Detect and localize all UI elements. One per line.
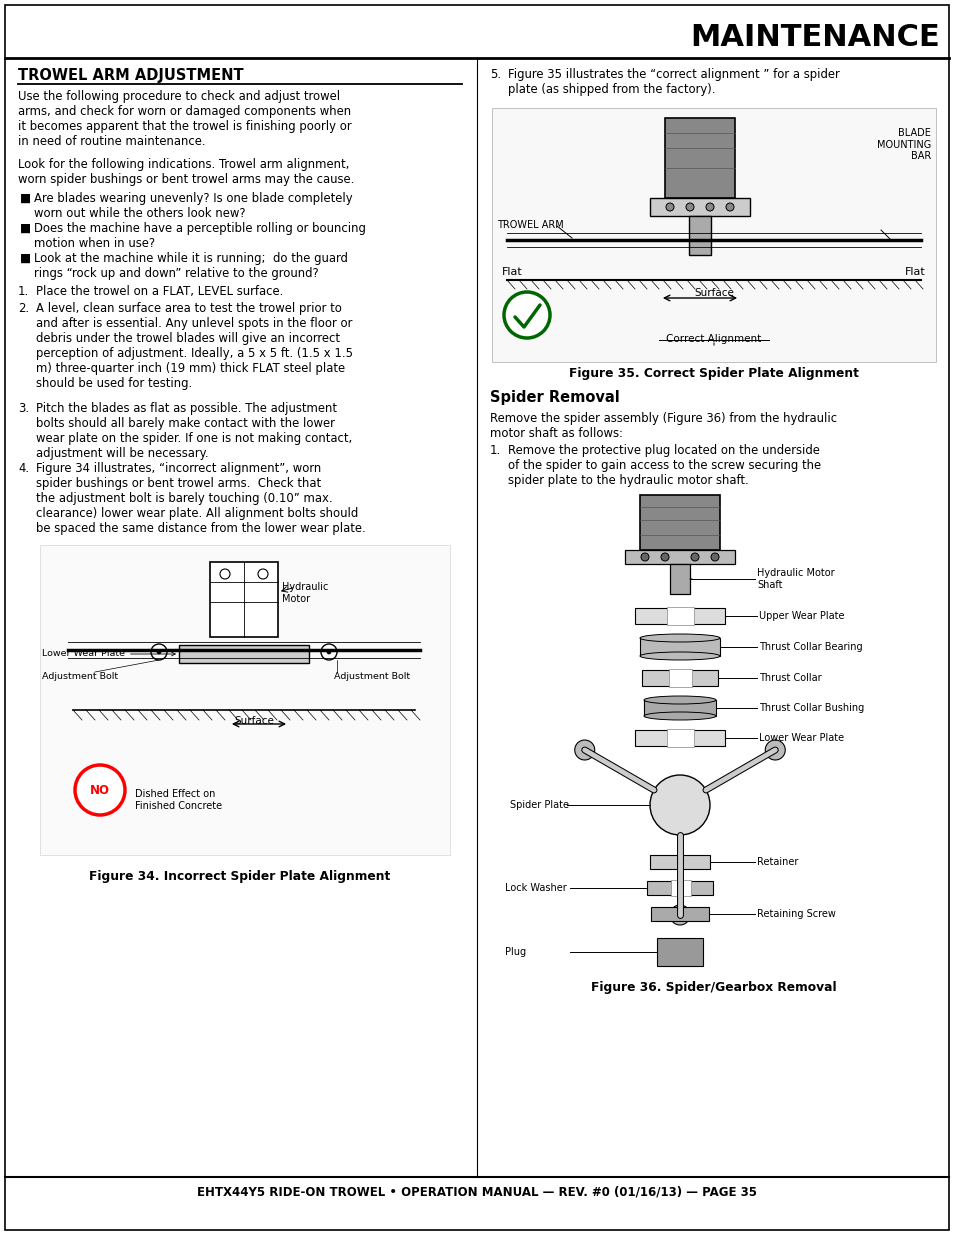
Bar	[649, 855, 709, 869]
Text: Retaining Screw: Retaining Screw	[757, 909, 835, 919]
Text: Place the trowel on a FLAT, LEVEL surface.: Place the trowel on a FLAT, LEVEL surfac…	[36, 285, 283, 298]
Text: Are blades wearing unevenly? Is one blade completely
worn out while the others l: Are blades wearing unevenly? Is one blad…	[34, 191, 353, 220]
Text: Does the machine have a perceptible rolling or bouncing
motion when in use?: Does the machine have a perceptible roll…	[34, 222, 366, 249]
Bar	[179, 645, 309, 663]
Circle shape	[690, 553, 699, 561]
Bar	[668, 669, 691, 687]
Text: Figure 36. Spider/Gearbox Removal: Figure 36. Spider/Gearbox Removal	[591, 981, 836, 994]
Bar	[40, 545, 450, 855]
Text: Figure 35 illustrates the “correct alignment ” for a spider
plate (as shipped fr: Figure 35 illustrates the “correct align…	[507, 68, 839, 96]
Circle shape	[320, 643, 336, 659]
Circle shape	[75, 764, 125, 815]
Bar	[669, 564, 689, 594]
Text: 1.: 1.	[490, 445, 500, 457]
Text: Hydraulic
Motor: Hydraulic Motor	[282, 582, 328, 604]
Bar	[643, 700, 716, 716]
Text: Adjustment Bolt: Adjustment Bolt	[334, 672, 410, 680]
Text: 3.: 3.	[18, 403, 30, 415]
Text: Remove the spider assembly (Figure 36) from the hydraulic
motor shaft as follows: Remove the spider assembly (Figure 36) f…	[490, 412, 836, 440]
Text: Plug: Plug	[504, 947, 525, 957]
Text: Surface: Surface	[233, 716, 274, 726]
Circle shape	[157, 650, 161, 655]
Circle shape	[151, 643, 167, 659]
Text: Figure 34. Incorrect Spider Plate Alignment: Figure 34. Incorrect Spider Plate Alignm…	[90, 869, 390, 883]
Text: Use the following procedure to check and adjust trowel
arms, and check for worn : Use the following procedure to check and…	[18, 90, 352, 148]
Circle shape	[574, 740, 594, 760]
Text: Spider Removal: Spider Removal	[490, 390, 619, 405]
Ellipse shape	[639, 634, 720, 642]
Text: Figure 34 illustrates, “incorrect alignment”, worn
spider bushings or bent trowe: Figure 34 illustrates, “incorrect alignm…	[36, 462, 365, 535]
Text: 5.: 5.	[490, 68, 500, 82]
Text: TROWEL ARM: TROWEL ARM	[497, 220, 563, 230]
Text: Figure 35. Correct Spider Plate Alignment: Figure 35. Correct Spider Plate Alignmen…	[569, 367, 858, 380]
Text: Remove the protective plug located on the underside
of the spider to gain access: Remove the protective plug located on th…	[507, 445, 821, 487]
Circle shape	[705, 203, 713, 211]
Text: ■: ■	[20, 252, 31, 266]
Text: Flat: Flat	[501, 267, 522, 277]
Text: Lock Washer: Lock Washer	[504, 883, 566, 893]
Text: Look for the following indications. Trowel arm alignment,
worn spider bushings o: Look for the following indications. Trow…	[18, 158, 354, 186]
Text: Hydraulic Motor
Shaft: Hydraulic Motor Shaft	[757, 568, 834, 590]
Bar	[639, 638, 720, 656]
Text: Surface: Surface	[694, 288, 733, 298]
Text: Spider Plate: Spider Plate	[510, 800, 568, 810]
Circle shape	[669, 905, 689, 925]
Bar	[635, 608, 724, 624]
Circle shape	[665, 203, 673, 211]
Circle shape	[220, 569, 230, 579]
Ellipse shape	[643, 713, 716, 720]
Bar	[635, 730, 724, 746]
Bar	[666, 606, 693, 625]
Text: Upper Wear Plate: Upper Wear Plate	[759, 611, 843, 621]
Bar	[650, 906, 708, 921]
Text: EHTX44Y5 RIDE-ON TROWEL • OPERATION MANUAL — REV. #0 (01/16/13) — PAGE 35: EHTX44Y5 RIDE-ON TROWEL • OPERATION MANU…	[196, 1186, 757, 1198]
Text: TROWEL ARM ADJUSTMENT: TROWEL ARM ADJUSTMENT	[18, 68, 243, 83]
Text: Retainer: Retainer	[757, 857, 798, 867]
Bar	[657, 939, 702, 966]
Text: MAINTENANCE: MAINTENANCE	[690, 23, 939, 53]
Circle shape	[257, 569, 268, 579]
Bar	[666, 729, 693, 747]
Circle shape	[327, 650, 331, 655]
Circle shape	[725, 203, 733, 211]
Bar	[624, 550, 734, 564]
Circle shape	[640, 553, 648, 561]
Ellipse shape	[643, 697, 716, 704]
Text: Look at the machine while it is running;  do the guard
rings “rock up and down” : Look at the machine while it is running;…	[34, 252, 348, 280]
Text: ■: ■	[20, 191, 31, 205]
Text: ■: ■	[20, 222, 31, 235]
Text: Pitch the blades as flat as possible. The adjustment
bolts should all barely mak: Pitch the blades as flat as possible. Th…	[36, 403, 352, 459]
Text: A level, clean surface area to test the trowel prior to
and after is essential. : A level, clean surface area to test the …	[36, 303, 353, 390]
Circle shape	[649, 776, 709, 835]
Bar	[664, 119, 734, 198]
Bar	[639, 495, 720, 550]
Text: Lower Wear Plate: Lower Wear Plate	[42, 650, 175, 658]
Text: Thrust Collar: Thrust Collar	[759, 673, 821, 683]
Circle shape	[503, 291, 550, 338]
Text: 4.: 4.	[18, 462, 30, 475]
Text: Adjustment Bolt: Adjustment Bolt	[42, 672, 118, 680]
Circle shape	[764, 740, 784, 760]
Circle shape	[710, 553, 719, 561]
Text: 2.: 2.	[18, 303, 30, 315]
Bar	[670, 881, 690, 897]
Ellipse shape	[639, 652, 720, 659]
Bar	[649, 198, 749, 216]
Bar	[641, 671, 718, 685]
Text: NO: NO	[90, 783, 110, 797]
Text: Flat: Flat	[904, 267, 925, 277]
Circle shape	[685, 203, 693, 211]
Circle shape	[660, 553, 668, 561]
Text: Dished Effect on
Finished Concrete: Dished Effect on Finished Concrete	[135, 789, 222, 811]
Text: Lower Wear Plate: Lower Wear Plate	[759, 734, 843, 743]
Text: Thrust Collar Bearing: Thrust Collar Bearing	[759, 642, 862, 652]
Bar	[210, 562, 277, 637]
Text: 1.: 1.	[18, 285, 30, 298]
Bar	[646, 881, 712, 895]
Text: BLADE
MOUNTING
BAR: BLADE MOUNTING BAR	[876, 128, 930, 162]
Text: Thrust Collar Bushing: Thrust Collar Bushing	[759, 703, 863, 713]
Bar	[688, 216, 710, 254]
Bar	[492, 107, 935, 362]
Text: Correct Alignment: Correct Alignment	[666, 333, 760, 345]
